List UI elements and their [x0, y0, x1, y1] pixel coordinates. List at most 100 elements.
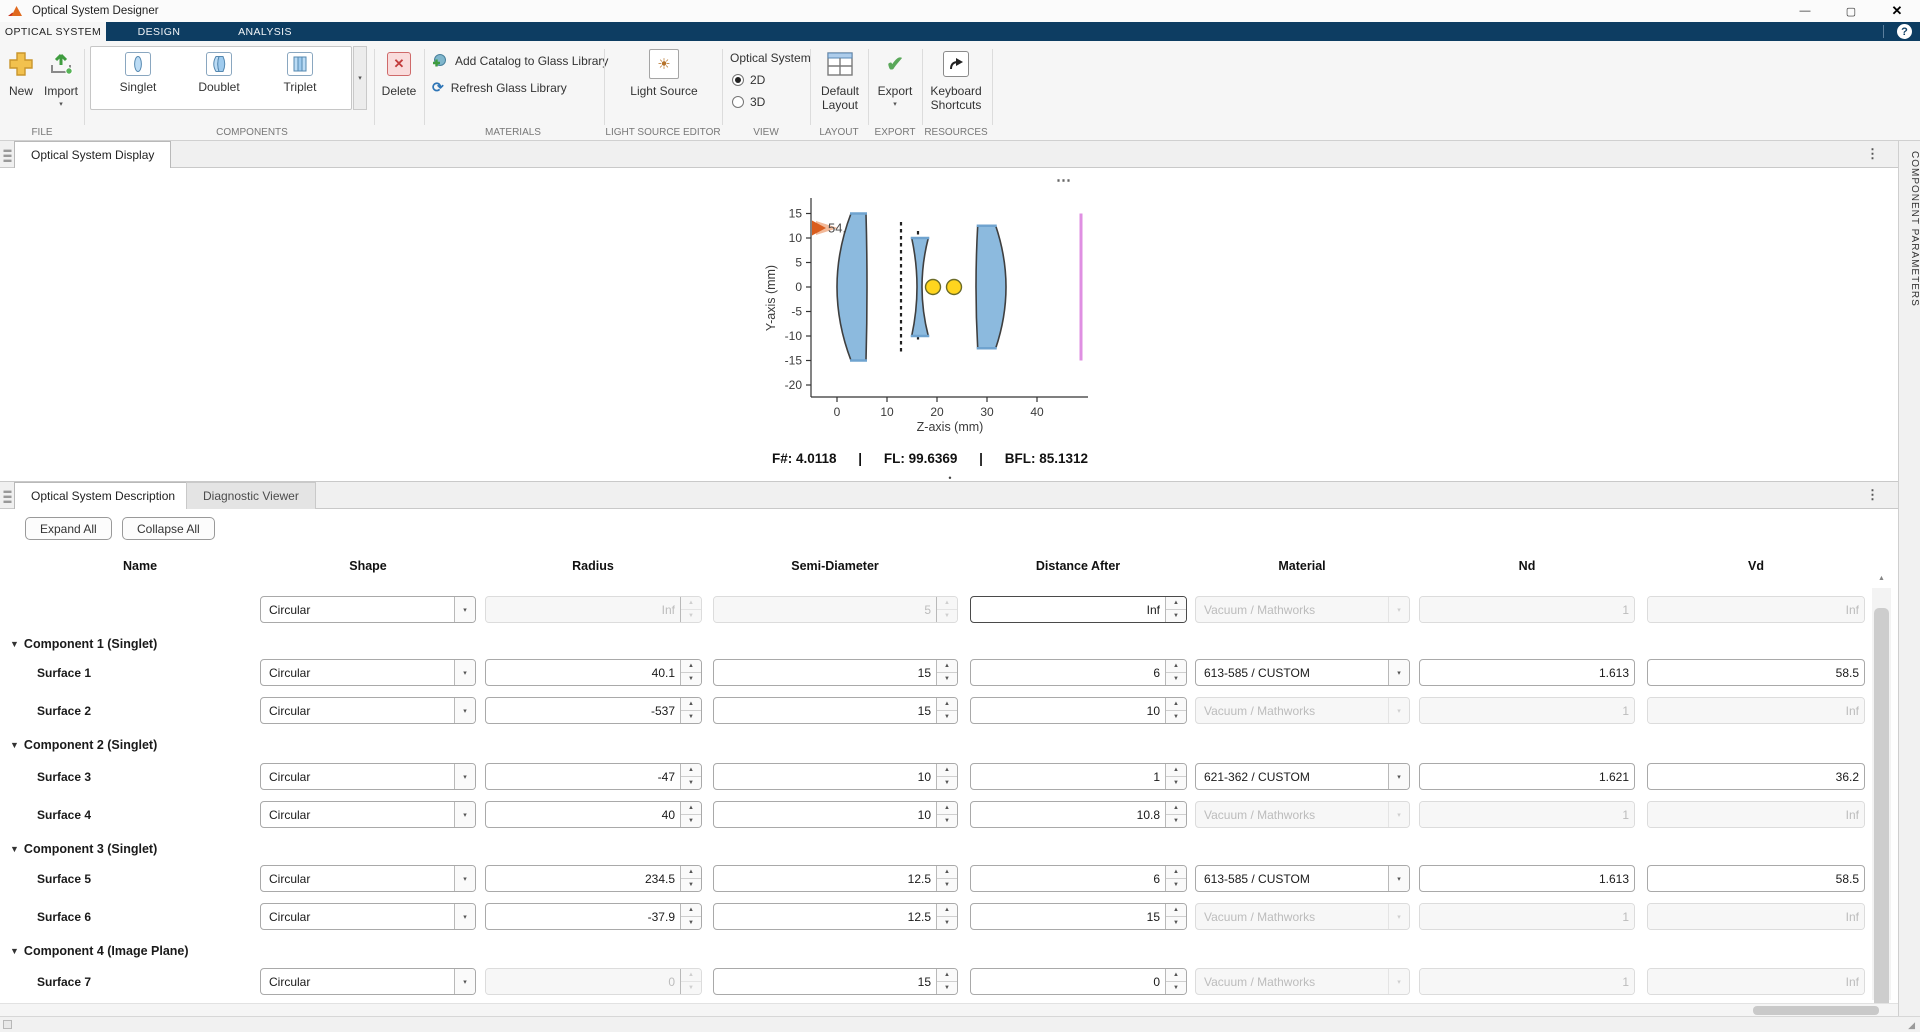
- distance-after-input[interactable]: [971, 802, 1165, 827]
- semi-diameter-field[interactable]: ▲▼: [713, 968, 958, 995]
- distance-after-input[interactable]: [971, 866, 1165, 891]
- semi-diameter-field[interactable]: ▲▼: [713, 697, 958, 724]
- tab-optical-system-description[interactable]: Optical System Description: [14, 482, 192, 509]
- shape-dropdown[interactable]: Circular▾: [260, 801, 476, 828]
- radio-2d[interactable]: 2D: [732, 73, 765, 87]
- spinner-down-icon[interactable]: ▼: [681, 776, 701, 789]
- gallery-expand-button[interactable]: ▾: [353, 46, 367, 110]
- nd-input[interactable]: [1420, 866, 1634, 891]
- semi-diameter-field[interactable]: ▲▼: [713, 801, 958, 828]
- nd-field[interactable]: [1419, 659, 1635, 686]
- semi-diameter-field[interactable]: ▲▼: [713, 865, 958, 892]
- tab-design[interactable]: DESIGN: [106, 22, 212, 41]
- vd-field[interactable]: [1647, 659, 1865, 686]
- radius-input[interactable]: [486, 660, 680, 685]
- radius-field[interactable]: ▲▼: [485, 865, 702, 892]
- distance-after-field[interactable]: ▲▼: [970, 903, 1187, 930]
- spinner-up-icon[interactable]: ▲: [937, 969, 957, 981]
- delete-button[interactable]: ✕ Delete: [377, 47, 421, 98]
- distance-after-field[interactable]: ▲▼: [970, 659, 1187, 686]
- spinner-up-icon[interactable]: ▲: [937, 660, 957, 672]
- material-dropdown[interactable]: 613-585 / CUSTOM▾: [1195, 865, 1410, 892]
- tab-optical-system-display[interactable]: Optical System Display: [14, 141, 171, 168]
- semi-diameter-input[interactable]: [714, 904, 936, 929]
- spinner-up-icon[interactable]: ▲: [681, 866, 701, 878]
- vd-field[interactable]: [1647, 763, 1865, 790]
- semi-diameter-field[interactable]: ▲▼: [713, 763, 958, 790]
- collapse-toggle-icon[interactable]: ▼: [10, 844, 19, 854]
- restore-button[interactable]: ▢: [1828, 0, 1874, 22]
- nd-field[interactable]: [1419, 763, 1635, 790]
- radius-field[interactable]: ▲▼: [485, 763, 702, 790]
- close-button[interactable]: ✕: [1874, 0, 1920, 22]
- nd-input[interactable]: [1420, 764, 1634, 789]
- distance-after-input[interactable]: [971, 969, 1165, 994]
- collapse-toggle-icon[interactable]: ▼: [10, 740, 19, 750]
- spinner-down-icon[interactable]: ▼: [1166, 776, 1186, 789]
- spinner-up-icon[interactable]: ▲: [937, 802, 957, 814]
- radius-field[interactable]: ▲▼: [485, 903, 702, 930]
- shape-dropdown[interactable]: Circular▾: [260, 763, 476, 790]
- tab-diagnostic-viewer[interactable]: Diagnostic Viewer: [186, 482, 316, 509]
- spinner-up-icon[interactable]: ▲: [937, 764, 957, 776]
- radius-input[interactable]: [486, 698, 680, 723]
- vd-field[interactable]: [1647, 865, 1865, 892]
- collapse-all-button[interactable]: Collapse All: [122, 517, 215, 540]
- triplet-gallery-item[interactable]: Triplet: [264, 50, 336, 106]
- distance-after-field[interactable]: ▲▼: [970, 865, 1187, 892]
- singlet-gallery-item[interactable]: Singlet: [102, 50, 174, 106]
- spinner-up-icon[interactable]: ▲: [1166, 866, 1186, 878]
- focal-point-marker-2[interactable]: [947, 280, 962, 295]
- new-button[interactable]: New: [2, 47, 40, 98]
- spinner-up-icon[interactable]: ▲: [1166, 969, 1186, 981]
- radius-field[interactable]: ▲▼: [485, 801, 702, 828]
- spinner-down-icon[interactable]: ▼: [1166, 672, 1186, 685]
- spinner-up-icon[interactable]: ▲: [681, 698, 701, 710]
- spinner-down-icon[interactable]: ▼: [937, 981, 957, 994]
- semi-diameter-input[interactable]: [714, 764, 936, 789]
- help-button[interactable]: ?: [1897, 24, 1912, 39]
- shape-dropdown[interactable]: Circular▾: [260, 697, 476, 724]
- vertical-scrollbar[interactable]: ▲ ▼: [1872, 588, 1891, 1000]
- spinner-down-icon[interactable]: ▼: [937, 878, 957, 891]
- scroll-up-button[interactable]: ​: [0, 570, 19, 586]
- component-parameters-panel-tab[interactable]: COMPONENT PARAMETERS: [1898, 141, 1920, 1016]
- spinner-down-icon[interactable]: ▼: [1166, 609, 1186, 622]
- shape-dropdown[interactable]: Circular▾: [260, 865, 476, 892]
- spinner-up-icon[interactable]: ▲: [1166, 597, 1186, 609]
- material-dropdown[interactable]: 613-585 / CUSTOM▾: [1195, 659, 1410, 686]
- drag-grip-icon[interactable]: ▬▬▬: [2, 488, 13, 503]
- distance-after-field[interactable]: ▲▼: [970, 801, 1187, 828]
- chevron-down-icon[interactable]: ▾: [893, 100, 897, 108]
- spinner-up-icon[interactable]: ▲: [937, 904, 957, 916]
- panel-menu-icon[interactable]: ⋮: [1866, 487, 1880, 503]
- radius-field[interactable]: ▲▼: [485, 659, 702, 686]
- spinner-up-icon[interactable]: ▲: [681, 904, 701, 916]
- spinner-up-icon[interactable]: ▲: [1166, 660, 1186, 672]
- radius-input[interactable]: [486, 764, 680, 789]
- keyboard-shortcuts-button[interactable]: Keyboard Shortcuts: [924, 47, 988, 112]
- scroll-up-icon[interactable]: ▲: [1872, 570, 1891, 586]
- shape-dropdown[interactable]: Circular▾: [260, 596, 476, 623]
- add-catalog-button[interactable]: Add Catalog to Glass Library: [432, 53, 608, 69]
- lens-3-biconvex[interactable]: [976, 226, 1006, 349]
- spinner-down-icon[interactable]: ▼: [681, 672, 701, 685]
- export-button[interactable]: ✔ Export ▾: [870, 47, 920, 108]
- spinner-down-icon[interactable]: ▼: [937, 672, 957, 685]
- distance-after-input[interactable]: [971, 904, 1165, 929]
- chevron-down-icon[interactable]: ▾: [59, 100, 63, 108]
- spinner-down-icon[interactable]: ▼: [681, 710, 701, 723]
- tab-optical-system[interactable]: OPTICAL SYSTEM: [0, 22, 106, 41]
- distance-after-input[interactable]: [971, 660, 1165, 685]
- spinner-up-icon[interactable]: ▲: [1166, 698, 1186, 710]
- semi-diameter-input[interactable]: [714, 866, 936, 891]
- distance-after-input[interactable]: [971, 764, 1165, 789]
- default-layout-button[interactable]: Default Layout: [812, 47, 868, 112]
- light-source-button[interactable]: ☀ Light Source: [612, 47, 716, 98]
- spinner-down-icon[interactable]: ▼: [937, 814, 957, 827]
- doublet-gallery-item[interactable]: Doublet: [183, 50, 255, 106]
- resize-grip-icon[interactable]: ◢: [1908, 1020, 1916, 1031]
- shape-dropdown[interactable]: Circular▾: [260, 968, 476, 995]
- drag-grip-icon[interactable]: ▬▬▬: [2, 147, 13, 162]
- refresh-glass-library-button[interactable]: ⟳ Refresh Glass Library: [432, 79, 567, 96]
